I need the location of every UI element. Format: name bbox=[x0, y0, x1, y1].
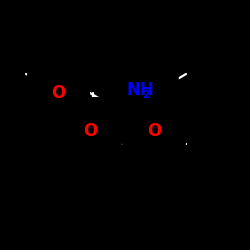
Text: 2: 2 bbox=[142, 90, 150, 100]
Text: O: O bbox=[147, 122, 161, 140]
Text: NH: NH bbox=[126, 81, 154, 99]
Text: O: O bbox=[83, 122, 97, 140]
Text: O: O bbox=[51, 84, 65, 102]
